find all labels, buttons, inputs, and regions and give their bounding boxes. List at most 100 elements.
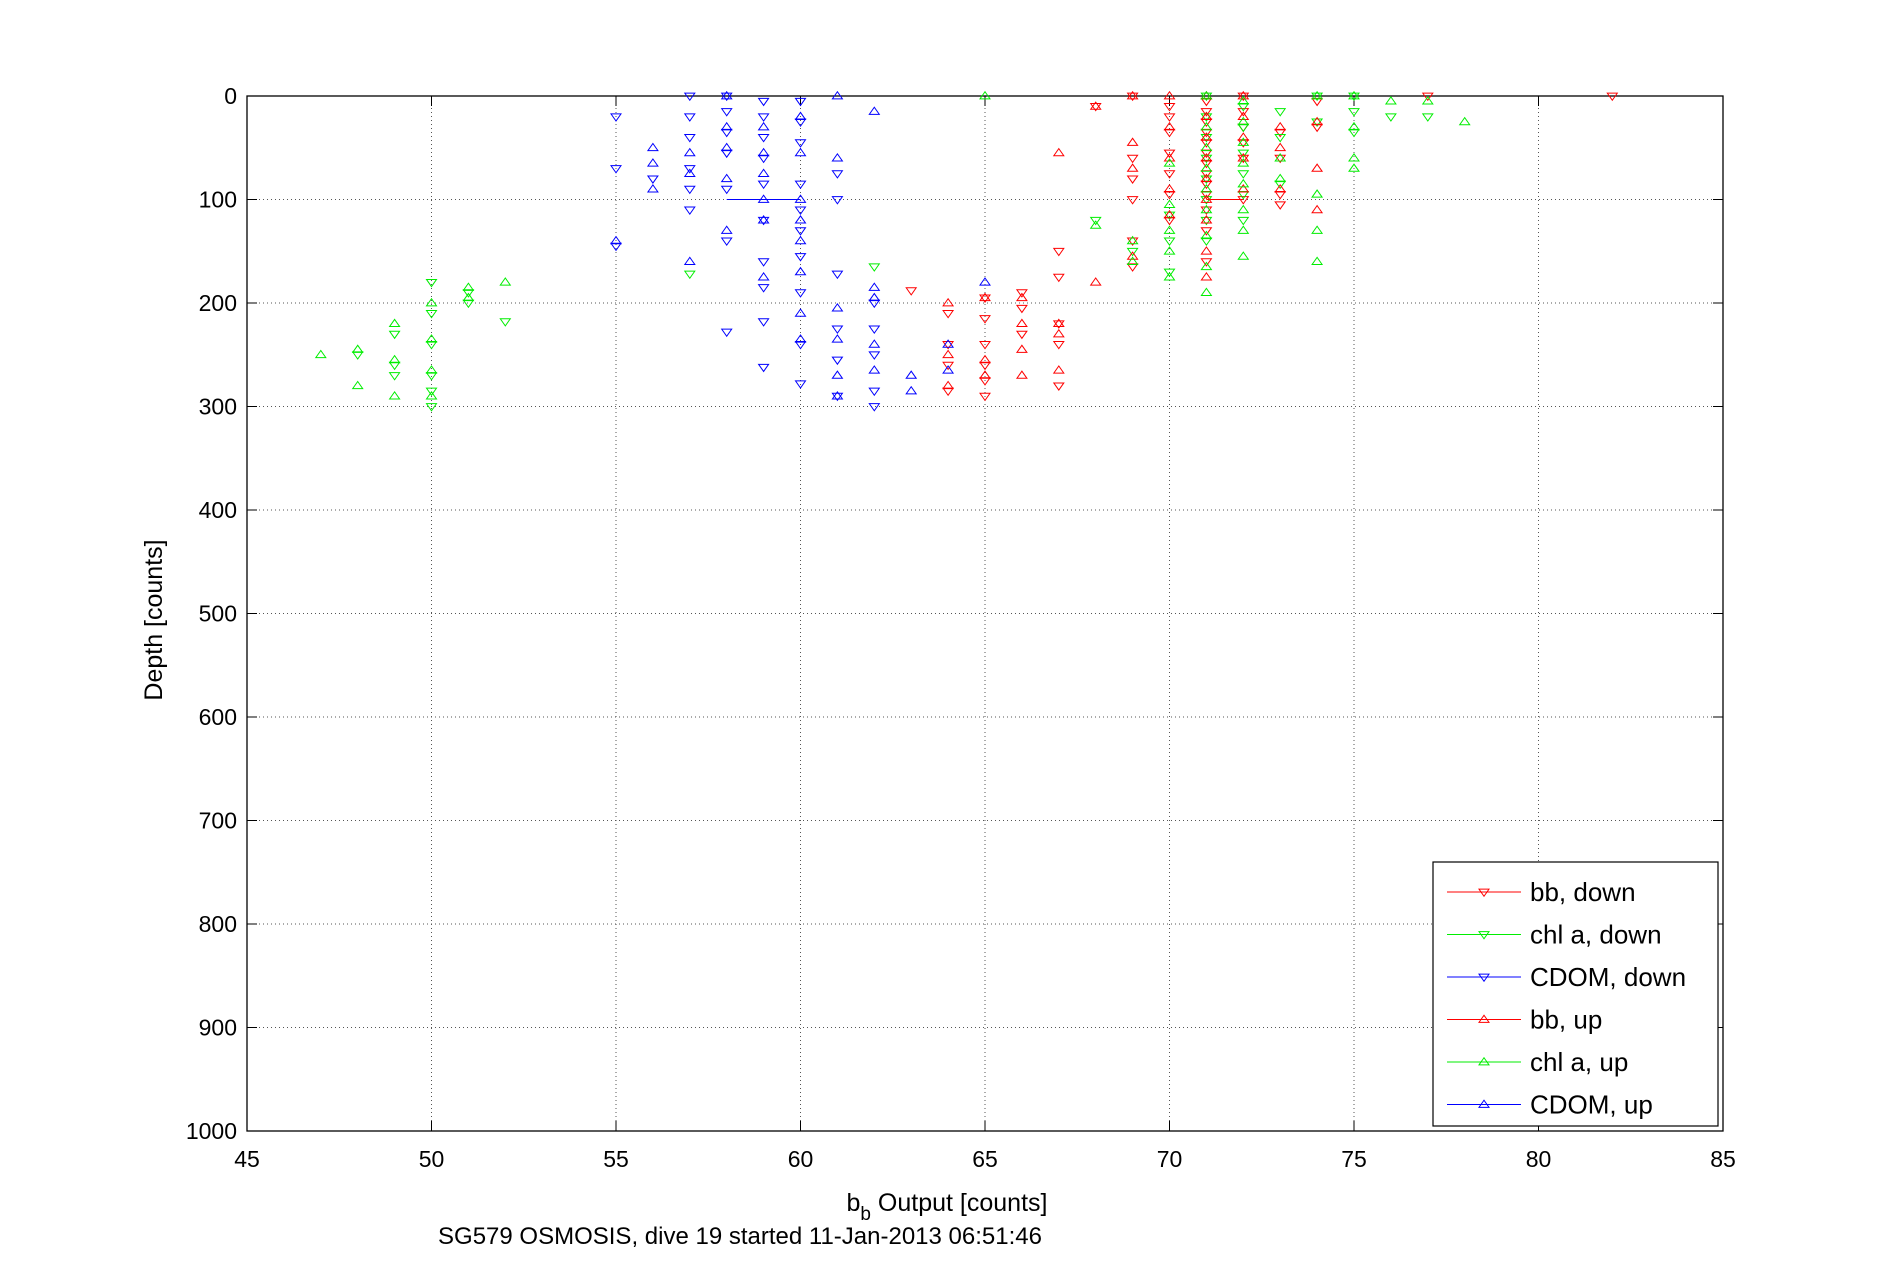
data-point bbox=[831, 370, 844, 379]
data-point bbox=[979, 377, 991, 386]
data-point bbox=[1274, 201, 1287, 210]
y-tick-label: 300 bbox=[199, 394, 237, 420]
data-point bbox=[868, 339, 881, 348]
data-point bbox=[1311, 225, 1324, 234]
data-point bbox=[462, 299, 475, 309]
data-point bbox=[1311, 90, 1324, 100]
data-point bbox=[1163, 158, 1176, 167]
legend-label: chl a, up bbox=[1530, 1047, 1628, 1077]
data-point bbox=[868, 325, 881, 335]
data-point bbox=[1200, 154, 1213, 164]
data-point bbox=[720, 173, 733, 183]
legend-label: bb, down bbox=[1530, 877, 1636, 907]
data-point bbox=[610, 235, 622, 245]
data-point bbox=[831, 303, 844, 312]
legend-marker bbox=[1478, 1056, 1490, 1066]
data-point bbox=[831, 356, 844, 366]
data-point bbox=[1348, 163, 1360, 172]
data-point bbox=[942, 349, 955, 359]
data-point bbox=[1200, 152, 1213, 162]
data-point bbox=[1274, 134, 1287, 143]
data-point bbox=[1237, 149, 1250, 159]
data-point bbox=[462, 289, 475, 298]
data-point bbox=[757, 284, 770, 293]
data-point bbox=[1237, 178, 1250, 188]
data-point bbox=[683, 134, 696, 143]
data-point bbox=[1052, 328, 1065, 338]
data-point bbox=[1015, 330, 1028, 340]
data-point bbox=[1126, 137, 1139, 146]
data-point bbox=[831, 152, 844, 162]
data-point bbox=[720, 149, 733, 159]
data-point bbox=[794, 180, 807, 190]
data-point bbox=[1126, 251, 1139, 260]
data-point bbox=[979, 341, 991, 350]
y-tick-label: 200 bbox=[199, 290, 237, 316]
legend-marker bbox=[1478, 888, 1490, 898]
y-tick-label: 1000 bbox=[186, 1118, 237, 1144]
data-point bbox=[794, 111, 807, 121]
data-point bbox=[646, 158, 659, 167]
x-tick-label: 75 bbox=[1341, 1146, 1367, 1172]
x-tick-label: 70 bbox=[1157, 1146, 1183, 1172]
data-point bbox=[1015, 318, 1028, 328]
data-point bbox=[831, 334, 844, 343]
data-point bbox=[831, 392, 844, 402]
data-point bbox=[1200, 113, 1213, 122]
data-point bbox=[351, 344, 364, 353]
data-point bbox=[794, 341, 807, 350]
data-point bbox=[1237, 184, 1250, 193]
y-axis-label: Depth [counts] bbox=[140, 539, 168, 700]
data-point bbox=[1200, 190, 1213, 200]
data-point bbox=[1348, 128, 1360, 138]
data-point bbox=[1015, 304, 1028, 314]
data-point bbox=[757, 121, 770, 131]
data-point bbox=[1052, 318, 1065, 328]
data-point bbox=[1274, 190, 1287, 200]
data-point bbox=[1237, 92, 1250, 102]
data-point bbox=[1126, 235, 1139, 245]
figure-caption: SG579 OSMOSIS, dive 19 started 11-Jan-20… bbox=[438, 1223, 1042, 1250]
data-point bbox=[942, 310, 955, 319]
data-point bbox=[942, 380, 955, 390]
data-point bbox=[1200, 184, 1213, 193]
data-point bbox=[388, 330, 401, 340]
data-point bbox=[1311, 92, 1324, 102]
data-point bbox=[794, 235, 807, 245]
data-point bbox=[1163, 199, 1176, 209]
data-point bbox=[942, 339, 955, 348]
x-tick-label: 65 bbox=[972, 1146, 998, 1172]
x-tick-label: 45 bbox=[234, 1146, 260, 1172]
data-point bbox=[868, 365, 881, 374]
data-point bbox=[979, 90, 991, 100]
data-point bbox=[1200, 237, 1213, 247]
data-point bbox=[1015, 292, 1028, 302]
data-point bbox=[1200, 92, 1213, 102]
data-point bbox=[1274, 154, 1287, 164]
data-point bbox=[1200, 173, 1213, 183]
data-point bbox=[388, 318, 401, 328]
data-point bbox=[1237, 108, 1250, 117]
data-point bbox=[1348, 121, 1360, 131]
data-point bbox=[794, 118, 807, 128]
data-point bbox=[720, 128, 733, 138]
y-tick-label: 100 bbox=[199, 187, 237, 213]
data-point bbox=[868, 292, 881, 302]
data-point bbox=[868, 299, 881, 309]
data-point bbox=[1237, 103, 1250, 112]
data-point bbox=[425, 372, 438, 381]
data-point bbox=[1163, 152, 1176, 162]
data-point bbox=[868, 106, 881, 115]
y-tick-label: 0 bbox=[224, 83, 237, 109]
data-point bbox=[979, 277, 991, 286]
data-point bbox=[351, 351, 364, 360]
data-point bbox=[794, 97, 807, 107]
data-point bbox=[720, 225, 733, 234]
x-tick-label: 85 bbox=[1710, 1146, 1736, 1172]
data-point bbox=[1163, 225, 1176, 234]
data-point bbox=[905, 287, 918, 296]
data-point bbox=[979, 292, 991, 302]
data-point bbox=[979, 354, 991, 364]
data-point bbox=[683, 165, 696, 174]
data-point bbox=[794, 380, 807, 389]
